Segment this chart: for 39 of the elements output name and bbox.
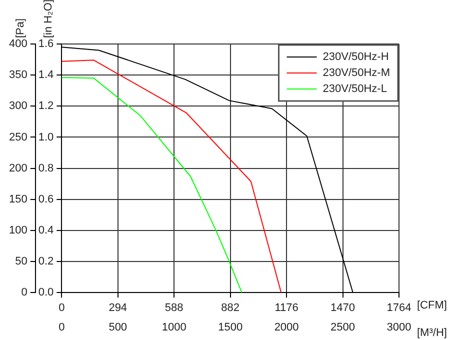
x2-tick-label: 588 [164, 302, 184, 314]
y2-axis-title: [in H₂O] [42, 0, 55, 38]
y2-tick-label: 0.8 [38, 162, 54, 174]
x2-tick-label: 294 [108, 302, 128, 314]
x-tick-label: 1000 [162, 321, 186, 334]
y2-tick-label: 0.0 [38, 286, 54, 299]
x2-tick-label: 0 [58, 302, 65, 314]
x2-tick-label: 1470 [330, 302, 356, 314]
x-tick-label: 0 [58, 321, 65, 334]
legend-label: 230V/50Hz-M [322, 67, 390, 80]
y2-tick-label: 0.4 [38, 224, 54, 236]
y-axis-title: [Pa] [14, 18, 27, 38]
y2-tick-label: 0.2 [38, 256, 54, 268]
x2-axis-title: [CFM] [417, 300, 447, 312]
y-tick-label: 200 [8, 162, 28, 174]
y2-tick-label: 1.2 [38, 100, 54, 112]
x2-tick-label: 1764 [386, 302, 412, 314]
y-tick-label: 150 [8, 193, 28, 206]
y-tick-label: 350 [8, 69, 28, 82]
x2-tick-label: 1176 [274, 302, 298, 314]
x-tick-label: 3000 [386, 321, 412, 334]
y-tick-label: 250 [8, 131, 28, 144]
y2-tick-label: 1.0 [38, 131, 54, 144]
y-tick-label: 400 [8, 38, 28, 50]
x-axis-title: [M³/H] [417, 326, 447, 339]
y2-tick-label: 1.4 [38, 69, 54, 82]
x-tick-label: 1500 [218, 321, 243, 334]
x-tick-label: 2000 [274, 321, 299, 334]
y2-tick-label: 1.6 [38, 38, 54, 50]
y-tick-label: 0 [21, 286, 28, 299]
x2-tick-label: 882 [221, 302, 240, 314]
y2-tick-label: 0.6 [38, 193, 54, 206]
y-tick-label: 50 [15, 256, 28, 268]
legend-label: 230V/50Hz-H [322, 51, 389, 64]
x-tick-label: 2500 [330, 321, 356, 334]
x-tick-label: 500 [108, 321, 128, 334]
y-tick-label: 100 [8, 224, 28, 236]
y-tick-label: 300 [8, 100, 28, 112]
legend-label: 230V/50Hz-L [322, 83, 387, 96]
